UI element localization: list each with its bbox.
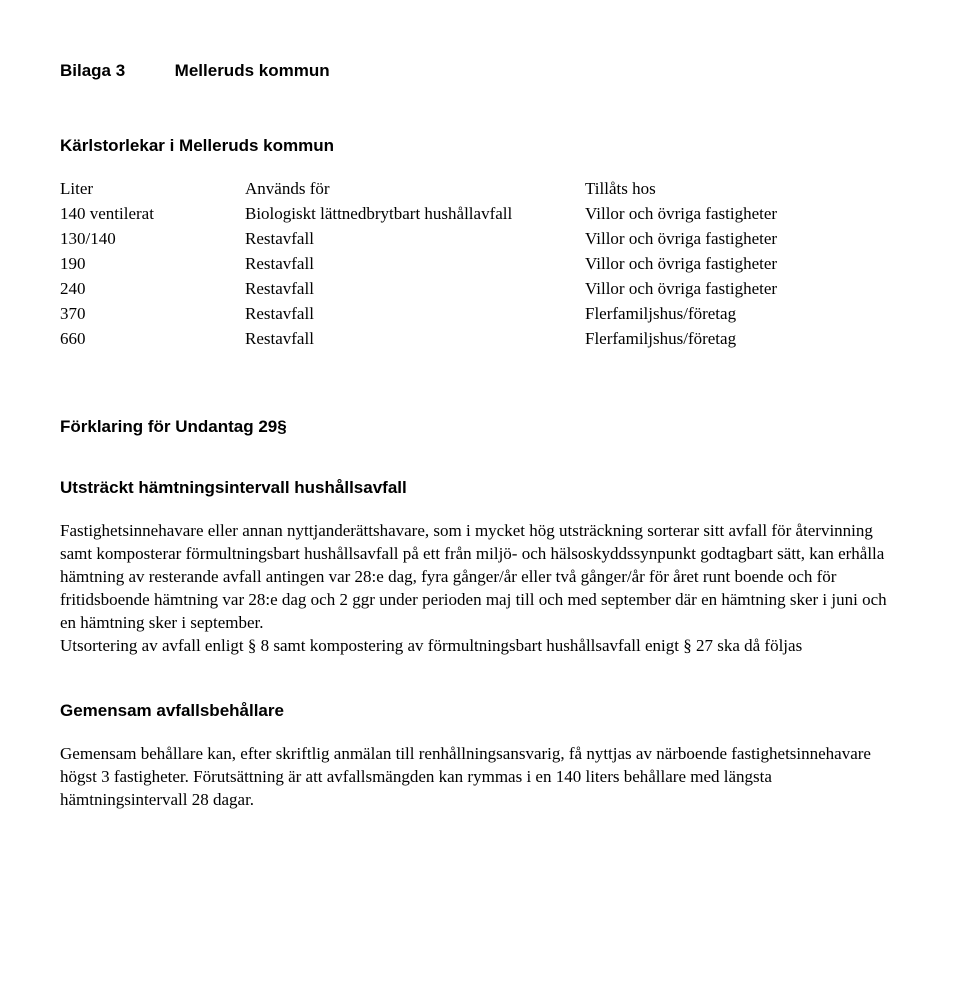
cell: Restavfall (245, 228, 585, 253)
cell: 190 (60, 253, 245, 278)
table-row: 140 ventilerat Biologiskt lättnedbrytbar… (60, 203, 885, 228)
cell: 130/140 (60, 228, 245, 253)
col-header: Tillåts hos (585, 178, 885, 203)
section-title-gemensam: Gemensam avfallsbehållare (60, 700, 900, 723)
cell: Restavfall (245, 253, 585, 278)
cell: Restavfall (245, 303, 585, 328)
cell: Villor och övriga fastigheter (585, 278, 885, 303)
cell: 240 (60, 278, 245, 303)
cell: Biologiskt lättnedbrytbart hushållavfall (245, 203, 585, 228)
cell: 140 ventilerat (60, 203, 245, 228)
cell: Restavfall (245, 328, 585, 353)
document-header: Bilaga 3 Melleruds kommun (60, 60, 900, 83)
col-header: Används för (245, 178, 585, 203)
subsection-title-utstrackt: Utsträckt hämtningsintervall hushållsavf… (60, 477, 900, 500)
table-row: 130/140 Restavfall Villor och övriga fas… (60, 228, 885, 253)
cell: 660 (60, 328, 245, 353)
table-row: 190 Restavfall Villor och övriga fastigh… (60, 253, 885, 278)
cell: Villor och övriga fastigheter (585, 253, 885, 278)
section-title-undantag: Förklaring för Undantag 29§ (60, 416, 900, 439)
cell: Flerfamiljshus/företag (585, 303, 885, 328)
cell: Restavfall (245, 278, 585, 303)
table-header-row: Liter Används för Tillåts hos (60, 178, 885, 203)
header-right: Melleruds kommun (175, 61, 330, 80)
table-row: 370 Restavfall Flerfamiljshus/företag (60, 303, 885, 328)
header-left: Bilaga 3 (60, 61, 125, 80)
size-table: Liter Används för Tillåts hos 140 ventil… (60, 178, 885, 353)
cell: Flerfamiljshus/företag (585, 328, 885, 353)
cell: Villor och övriga fastigheter (585, 228, 885, 253)
table-row: 660 Restavfall Flerfamiljshus/företag (60, 328, 885, 353)
paragraph: Utsortering av avfall enligt § 8 samt ko… (60, 635, 900, 658)
cell: Villor och övriga fastigheter (585, 203, 885, 228)
paragraph: Gemensam behållare kan, efter skriftlig … (60, 743, 900, 812)
section-title-karlstorlekar: Kärlstorlekar i Melleruds kommun (60, 135, 900, 158)
paragraph: Fastighetsinnehavare eller annan nyttjan… (60, 520, 900, 635)
col-header: Liter (60, 178, 245, 203)
table-row: 240 Restavfall Villor och övriga fastigh… (60, 278, 885, 303)
cell: 370 (60, 303, 245, 328)
